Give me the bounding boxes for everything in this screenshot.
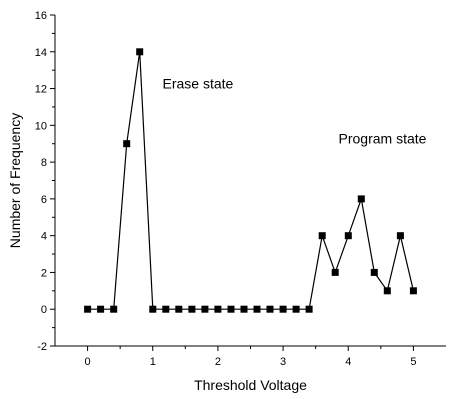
data-point bbox=[331, 268, 339, 276]
data-point bbox=[344, 232, 352, 240]
x-tick-label: 3 bbox=[280, 356, 286, 368]
x-tick-label: 0 bbox=[85, 356, 91, 368]
data-point bbox=[97, 305, 105, 313]
data-point bbox=[409, 287, 417, 295]
data-point bbox=[396, 232, 404, 240]
y-tick-label: 14 bbox=[35, 47, 47, 59]
data-point bbox=[253, 305, 261, 313]
data-point bbox=[266, 305, 274, 313]
data-point bbox=[84, 305, 92, 313]
x-tick-label: 4 bbox=[345, 356, 351, 368]
data-point bbox=[279, 305, 287, 313]
y-tick-label: 0 bbox=[41, 304, 47, 316]
data-point bbox=[175, 305, 183, 313]
data-point bbox=[227, 305, 235, 313]
data-point bbox=[123, 140, 131, 148]
annotation-label: Erase state bbox=[163, 76, 234, 92]
data-point bbox=[136, 48, 144, 56]
y-axis-title: Number of Frequency bbox=[7, 113, 23, 248]
data-point bbox=[201, 305, 209, 313]
data-point bbox=[383, 287, 391, 295]
y-tick-label: 10 bbox=[35, 120, 47, 132]
data-point bbox=[357, 195, 365, 203]
data-point bbox=[214, 305, 222, 313]
x-tick-label: 5 bbox=[410, 356, 416, 368]
series-line bbox=[87, 51, 414, 310]
data-point bbox=[149, 305, 157, 313]
y-tick-label: 12 bbox=[35, 84, 47, 96]
y-tick-label: 2 bbox=[41, 267, 47, 279]
data-point bbox=[370, 268, 378, 276]
y-tick-label: -2 bbox=[37, 341, 47, 353]
x-axis-title: Threshold Voltage bbox=[194, 377, 307, 393]
data-point bbox=[110, 305, 118, 313]
annotation-label: Program state bbox=[339, 131, 427, 147]
x-tick-label: 2 bbox=[215, 356, 221, 368]
data-point bbox=[318, 232, 326, 240]
y-tick-label: 8 bbox=[41, 157, 47, 169]
data-point bbox=[305, 305, 313, 313]
data-point bbox=[292, 305, 300, 313]
data-point bbox=[240, 305, 248, 313]
data-point bbox=[188, 305, 196, 313]
y-tick-label: 16 bbox=[35, 10, 47, 22]
y-tick-label: 4 bbox=[41, 231, 47, 243]
data-point bbox=[162, 305, 170, 313]
y-tick-label: 6 bbox=[41, 194, 47, 206]
x-tick-label: 1 bbox=[150, 356, 156, 368]
